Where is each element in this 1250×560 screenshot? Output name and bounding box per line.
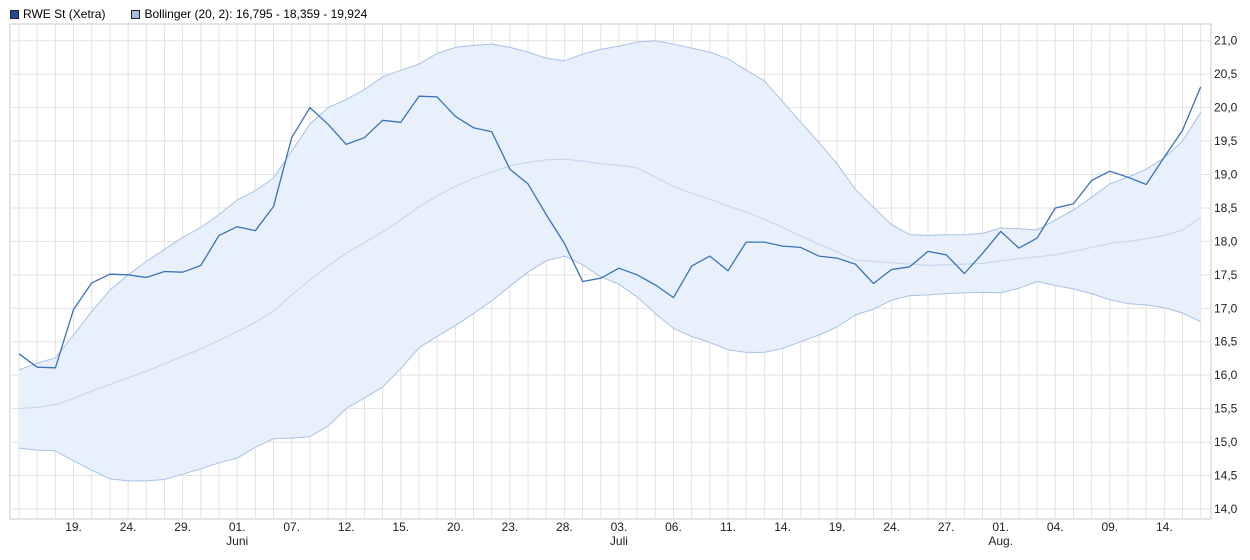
x-tick-label: 24. — [120, 520, 137, 534]
y-tick-label: 18,5 — [1214, 201, 1238, 215]
legend-label-price: RWE St (Xetra) — [23, 7, 106, 21]
y-tick-label: 14,5 — [1214, 469, 1238, 483]
x-tick-label: 06. — [665, 520, 682, 534]
y-tick-label: 19,0 — [1214, 168, 1238, 182]
y-tick-label: 17,0 — [1214, 301, 1238, 315]
bollinger-middle-line — [18, 158, 1202, 410]
y-tick-label: 19,5 — [1214, 134, 1238, 148]
bollinger-upper-line — [18, 40, 1202, 371]
y-tick-label: 15,5 — [1214, 402, 1238, 416]
y-tick-label: 15,0 — [1214, 435, 1238, 449]
legend-label-bollinger: Bollinger (20, 2): 16,795 - 18,359 - 19,… — [144, 7, 368, 21]
y-tick-label: 16,0 — [1214, 368, 1238, 382]
x-tick-label: 04. — [1047, 520, 1064, 534]
y-tick-label: 14,0 — [1214, 502, 1238, 516]
x-tick-month-label: Aug. — [988, 534, 1013, 548]
y-tick-label: 17,5 — [1214, 268, 1238, 282]
y-tick-label: 16,5 — [1214, 335, 1238, 349]
x-tick-label: 12. — [338, 520, 355, 534]
x-tick-month-label: Juni — [226, 534, 248, 548]
x-tick-label: 29. — [174, 520, 191, 534]
x-tick-label: 19. — [829, 520, 846, 534]
x-tick-label: 11. — [720, 520, 736, 534]
x-tick-label: 20. — [447, 520, 464, 534]
x-tick-label: 23. — [502, 520, 519, 534]
x-tick-label: 28. — [556, 520, 573, 534]
bollinger-lower-line — [18, 255, 1201, 482]
price-line — [18, 86, 1202, 369]
bollinger-band-fill — [19, 40, 1201, 481]
x-tick-label: 24. — [883, 520, 900, 534]
y-tick-label: 18,0 — [1214, 234, 1238, 248]
x-tick-label: 09. — [1101, 520, 1118, 534]
y-tick-label: 20,5 — [1214, 67, 1238, 81]
y-tick-label: 21,0 — [1214, 34, 1238, 48]
x-tick-label: 14. — [1156, 520, 1173, 534]
x-tick-label: 15. — [392, 520, 409, 534]
y-tick-label: 20,0 — [1214, 101, 1238, 115]
legend-item-bollinger: Bollinger (20, 2): 16,795 - 18,359 - 19,… — [131, 7, 367, 21]
x-tick-label: 27. — [938, 520, 955, 534]
legend-swatch-price — [10, 9, 19, 19]
legend-item-price: RWE St (Xetra) — [10, 7, 105, 21]
x-tick-label: 19. — [65, 520, 82, 534]
chart-legend: RWE St (Xetra) Bollinger (20, 2): 16,795… — [10, 6, 393, 22]
x-tick-label: 14. — [774, 520, 791, 534]
x-tick-label: 07. — [283, 520, 300, 534]
x-tick-label: 03. — [611, 520, 628, 534]
x-tick-label: 01. — [992, 520, 1009, 534]
x-tick-month-label: Juli — [610, 534, 628, 548]
x-tick-label: 01. — [229, 520, 246, 534]
legend-swatch-bollinger — [131, 9, 141, 19]
